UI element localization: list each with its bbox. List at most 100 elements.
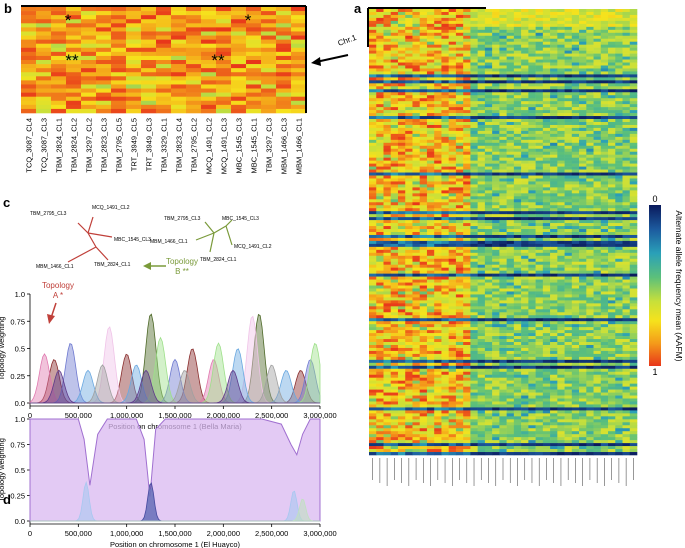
heatmap-a-cell <box>557 339 565 343</box>
heatmap-b-cell <box>51 80 67 85</box>
heatmap-a-cell <box>513 29 522 34</box>
heatmap-a-cell <box>521 196 529 200</box>
heatmap-a-cell <box>419 113 428 117</box>
heatmap-a-cell <box>535 92 544 96</box>
heatmap-a-cell <box>383 350 392 355</box>
heatmap-a-cell <box>608 50 616 54</box>
heatmap-a-cell <box>426 121 435 126</box>
heatmap-a-cell <box>369 98 377 102</box>
heatmap-a-cell <box>535 232 544 236</box>
heatmap-a-cell <box>564 303 573 307</box>
heatmap-a-cell <box>579 261 587 265</box>
heatmap-a-cell <box>557 187 565 191</box>
heatmap-a-cell <box>600 309 609 313</box>
heatmap-a-cell <box>629 83 638 87</box>
heatmap-a-cell <box>593 56 602 60</box>
heatmap-a-cell <box>564 199 573 203</box>
heatmap-a-cell <box>390 294 399 298</box>
heatmap-a-cell <box>579 121 587 126</box>
heatmap-a-cell <box>463 169 471 173</box>
heatmap-a-cell <box>412 65 420 69</box>
heatmap-a-cell <box>550 339 558 343</box>
heatmap-a-cell <box>390 169 399 173</box>
heatmap-a-cell <box>521 181 529 185</box>
heatmap-a-cell <box>463 217 471 221</box>
heatmap-a-cell <box>383 252 392 257</box>
heatmap-a-cell <box>448 121 457 126</box>
heatmap-a-cell <box>550 119 558 123</box>
heatmap-a-cell <box>463 261 471 265</box>
heatmap-a-cell <box>419 249 428 254</box>
heatmap-a-cell <box>484 353 493 358</box>
heatmap-a-cell <box>622 356 631 361</box>
heatmap-a-cell <box>506 92 515 96</box>
heatmap-a-cell <box>586 154 594 158</box>
heatmap-a-cell <box>455 339 464 343</box>
heatmap-a-cell <box>542 127 551 132</box>
heatmap-a-cell <box>477 65 486 69</box>
heatmap-a-cell <box>405 74 413 78</box>
heatmap-a-cell <box>426 169 435 173</box>
heatmap-a-cell <box>535 47 544 51</box>
heatmap-a-cell <box>499 243 507 248</box>
heatmap-b-cell <box>141 76 157 81</box>
heatmap-a-cell <box>542 121 551 126</box>
heatmap-a-cell <box>412 202 420 206</box>
heatmap-a-cell <box>528 359 536 364</box>
heatmap-a-cell <box>629 14 638 19</box>
heatmap-a-cell <box>463 53 471 57</box>
heatmap-b-cell <box>141 84 157 89</box>
heatmap-a-cell <box>448 285 457 289</box>
heatmap-a-cell <box>455 285 464 289</box>
heatmap-a-cell <box>455 365 464 370</box>
heatmap-a-cell <box>405 347 413 352</box>
heatmap-a-cell <box>412 169 420 173</box>
heatmap-a-cell <box>412 23 420 28</box>
heatmap-a-cell <box>477 136 486 141</box>
heatmap-a-cell <box>600 199 609 203</box>
heatmap-a-cell <box>586 356 594 361</box>
heatmap-a-cell <box>419 350 428 355</box>
heatmap-a-cell <box>477 255 486 260</box>
heatmap-a-cell <box>608 136 616 141</box>
heatmap-a-cell <box>586 184 594 188</box>
heatmap-a-cell <box>426 211 435 215</box>
heatmap-b-cell <box>231 35 247 40</box>
heatmap-a-cell <box>412 264 420 268</box>
heatmap-a-cell <box>397 214 406 218</box>
heatmap-a-cell <box>441 324 449 328</box>
heatmap-a-cell <box>463 240 471 245</box>
heatmap-a-cell <box>499 226 507 230</box>
heatmap-a-cell <box>564 163 573 167</box>
heatmap-a-cell <box>506 110 515 114</box>
heatmap-a-cell <box>499 258 507 263</box>
heatmap-a-cell <box>579 240 587 245</box>
heatmap-b-cell <box>126 43 142 49</box>
heatmap-a-cell <box>564 240 573 245</box>
heatmap-a-cell <box>571 288 580 292</box>
heatmap-a-cell <box>571 217 580 221</box>
heatmap-a-cell <box>376 330 384 334</box>
heatmap-a-cell <box>405 220 413 224</box>
heatmap-a-cell <box>557 273 565 277</box>
heatmap-b-cell <box>246 80 262 85</box>
heatmap-a-cell <box>586 86 594 90</box>
heatmap-a-cell <box>369 71 377 75</box>
heatmap-a-cell <box>434 294 442 298</box>
heatmap-b-cell <box>186 96 202 102</box>
heatmap-a-cell <box>383 306 392 310</box>
heatmap-a-cell <box>434 208 442 212</box>
heatmap-a-cell <box>376 267 384 271</box>
heatmap-b-cell <box>81 43 97 49</box>
heatmap-a-cell <box>470 98 478 102</box>
heatmap-a-cell <box>542 41 551 45</box>
heatmap-a-cell <box>426 148 435 153</box>
heatmap-a-cell <box>434 273 442 277</box>
heatmap-a-cell <box>506 246 515 251</box>
heatmap-a-cell <box>600 154 609 158</box>
heatmap-a-cell <box>499 151 507 155</box>
heatmap-a-cell <box>455 169 464 173</box>
heatmap-a-cell <box>369 169 377 173</box>
heatmap-a-cell <box>608 124 616 129</box>
heatmap-a-cell <box>528 166 536 170</box>
